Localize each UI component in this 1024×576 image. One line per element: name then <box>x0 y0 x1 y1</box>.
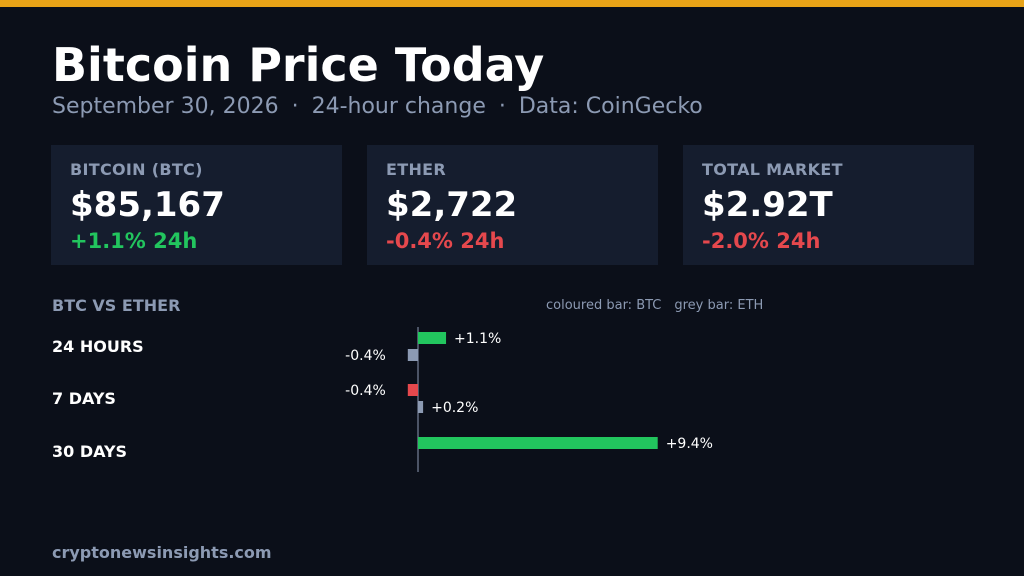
subtitle-period: 24-hour change <box>311 94 486 119</box>
card-value: $85,167 <box>70 185 225 225</box>
subtitle-date: September 30, 2026 <box>52 94 279 119</box>
eth-bar <box>407 349 418 361</box>
category-label: 7 DAYS <box>52 389 116 408</box>
card-label: ETHER <box>386 160 446 179</box>
card-label: BITCOIN (BTC) <box>70 160 203 179</box>
card-bitcoin: BITCOIN (BTC) $85,167 +1.1% 24h <box>51 145 342 265</box>
btc-data-label: -0.4% <box>345 383 386 399</box>
card-total-market: TOTAL MARKET $2.92T -2.0% 24h <box>683 145 974 265</box>
eth-data-label: -0.4% <box>345 348 386 364</box>
card-change: -0.4% 24h <box>386 229 505 253</box>
eth-bar <box>418 401 424 413</box>
subtitle-separator: · <box>291 94 299 119</box>
category-label: 30 DAYS <box>52 442 127 461</box>
footer-site: cryptonewsinsights.com <box>52 543 272 562</box>
btc-data-label: +9.4% <box>666 436 713 452</box>
btc-data-label: +1.1% <box>454 331 501 347</box>
card-value: $2,722 <box>386 185 518 225</box>
top-accent-strip <box>0 0 1024 7</box>
chart-legend: coloured bar: BTC grey bar: ETH <box>546 298 763 313</box>
card-change: -2.0% 24h <box>702 229 821 253</box>
btc-bar <box>418 332 447 344</box>
card-ether: ETHER $2,722 -0.4% 24h <box>367 145 658 265</box>
btc-bar <box>407 384 418 396</box>
legend-btc: coloured bar: BTC <box>546 298 662 313</box>
legend-eth: grey bar: ETH <box>674 298 764 313</box>
card-change: +1.1% 24h <box>70 229 198 253</box>
page-title: Bitcoin Price Today <box>52 38 545 92</box>
comparison-heading: BTC VS ETHER <box>52 296 181 315</box>
card-value: $2.92T <box>702 185 833 225</box>
btc-bar <box>418 437 658 449</box>
category-label: 24 HOURS <box>52 337 144 356</box>
eth-data-label: +0.2% <box>431 400 478 416</box>
page-subtitle: September 30, 2026 · 24-hour change · Data: … <box>52 94 703 119</box>
card-label: TOTAL MARKET <box>702 160 843 179</box>
subtitle-separator: · <box>498 94 506 119</box>
subtitle-source: Data: CoinGecko <box>518 94 703 119</box>
